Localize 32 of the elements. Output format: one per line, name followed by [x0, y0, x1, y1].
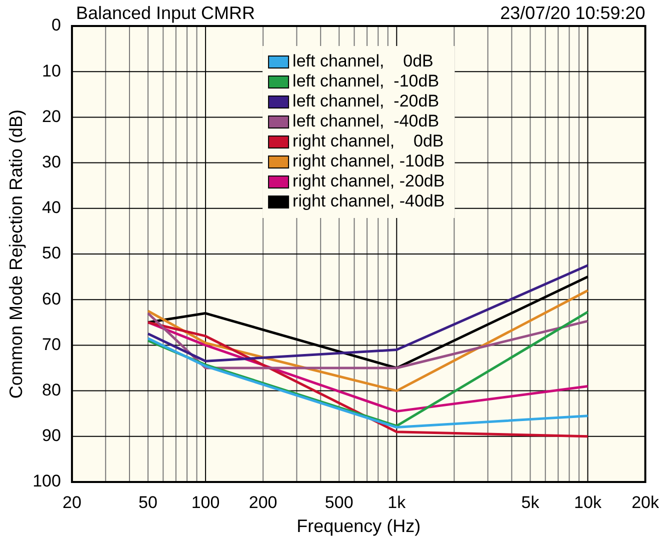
y-tick-label: 20 — [42, 106, 61, 126]
y-tick-label: 60 — [42, 289, 61, 308]
x-tick-label: 10k — [574, 492, 602, 512]
legend-label: right channel, -20dB — [292, 172, 445, 191]
chart-subtitle: 23/07/20 10:59:20 — [500, 2, 646, 23]
x-tick-label: 500 — [324, 492, 354, 512]
y-axis-title: Common Mode Rejection Ratio (dB) — [6, 109, 26, 399]
x-tick-label: 100 — [191, 492, 220, 512]
x-tick-label: 50 — [138, 492, 158, 512]
chart-title: Balanced Input CMRR — [76, 2, 256, 23]
y-tick-label: 80 — [42, 380, 61, 400]
y-tick-label: 90 — [42, 426, 61, 446]
y-tick-label: 50 — [42, 244, 61, 263]
x-tick-label: 20 — [62, 492, 82, 512]
y-tick-label: 100 — [32, 472, 61, 491]
x-axis-title: Frequency (Hz) — [296, 516, 421, 536]
legend-label: left channel, -40dB — [292, 112, 440, 131]
legend-label: left channel, -20dB — [292, 92, 440, 111]
legend-label: left channel, 0dB — [292, 52, 434, 71]
y-tick-label: 10 — [42, 61, 61, 80]
legend-label: right channel, 0dB — [292, 132, 444, 151]
x-tick-label: 200 — [248, 492, 278, 512]
y-tick-label: 70 — [42, 334, 61, 354]
y-tick-label: 30 — [42, 152, 61, 172]
y-tick-label: 0 — [51, 16, 61, 35]
x-tick-label: 20k — [632, 492, 660, 512]
legend-label: right channel, -10dB — [292, 152, 445, 171]
x-tick-label: 1k — [388, 492, 406, 512]
legend-label: left channel, -10dB — [292, 72, 440, 91]
legend-label: right channel, -40dB — [292, 192, 445, 211]
x-tick-label: 5k — [521, 492, 540, 512]
y-tick-label: 40 — [42, 198, 61, 218]
